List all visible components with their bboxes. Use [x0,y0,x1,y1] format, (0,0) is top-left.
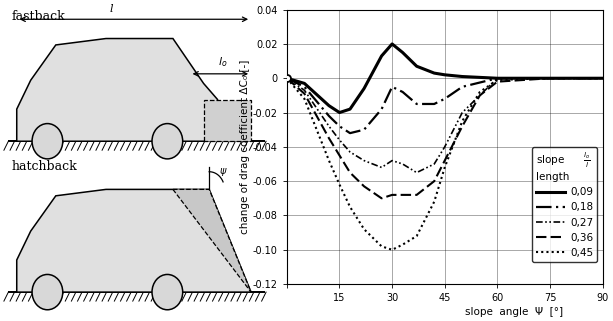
Circle shape [32,274,63,310]
Circle shape [152,124,183,159]
Y-axis label: change of drag coefficient ΔC₀ [-]: change of drag coefficient ΔC₀ [-] [240,60,250,234]
Legend: 0,09, 0,18, 0,27, 0,36, 0,45: 0,09, 0,18, 0,27, 0,36, 0,45 [531,147,598,262]
Polygon shape [173,189,251,292]
Text: l: l [110,4,113,14]
Polygon shape [17,39,218,141]
Circle shape [32,124,63,159]
Polygon shape [17,189,251,292]
Polygon shape [204,100,251,141]
X-axis label: slope  angle  Ψ  [°]: slope angle Ψ [°] [465,308,563,317]
Text: hatchback: hatchback [11,160,77,173]
Text: $\psi$: $\psi$ [219,166,227,178]
Circle shape [152,274,183,310]
Text: $\mathit{l}_o$: $\mathit{l}_o$ [218,55,228,69]
Text: fastback: fastback [11,10,65,22]
